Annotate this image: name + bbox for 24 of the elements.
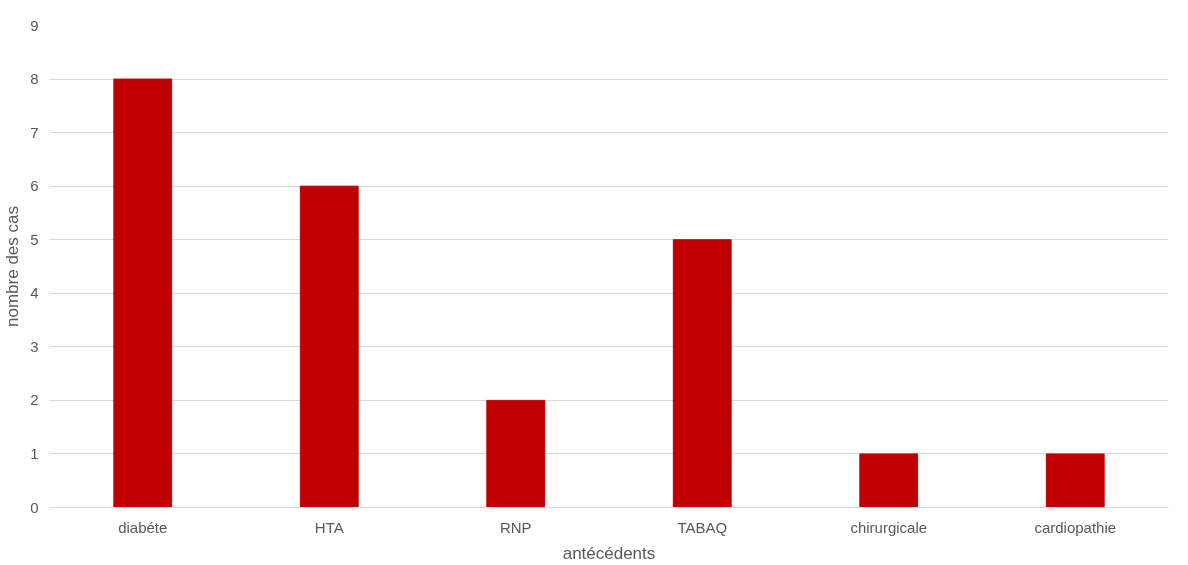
bar: [859, 453, 919, 508]
x-tick-label: diabéte: [118, 518, 168, 536]
x-tick-label: cardiopathie: [1034, 518, 1117, 536]
bar: [672, 239, 732, 508]
x-tick-label: HTA: [314, 518, 344, 536]
y-tick-label: 8: [30, 70, 39, 88]
y-tick-label: 4: [30, 284, 39, 302]
x-axis-title: antécédents: [562, 543, 656, 563]
y-axis-title: nombre des cas: [3, 206, 23, 327]
y-tick-label: 0: [30, 498, 39, 516]
bar: [1045, 453, 1105, 508]
y-tick-label: 9: [30, 16, 39, 34]
bar: [299, 185, 359, 508]
y-tick-label: 3: [30, 337, 39, 355]
x-tick-label: TABAQ: [677, 518, 728, 536]
y-tick-label: 2: [30, 391, 39, 409]
x-tick-label: RNP: [499, 518, 532, 536]
bar: [486, 399, 546, 508]
x-tick-label: chirurgicale: [850, 518, 928, 536]
y-tick-label: 1: [30, 444, 39, 462]
y-tick-label: 5: [30, 230, 39, 248]
y-tick-label: 7: [30, 123, 39, 141]
y-tick-label: 6: [30, 177, 39, 195]
bar: [113, 78, 173, 508]
